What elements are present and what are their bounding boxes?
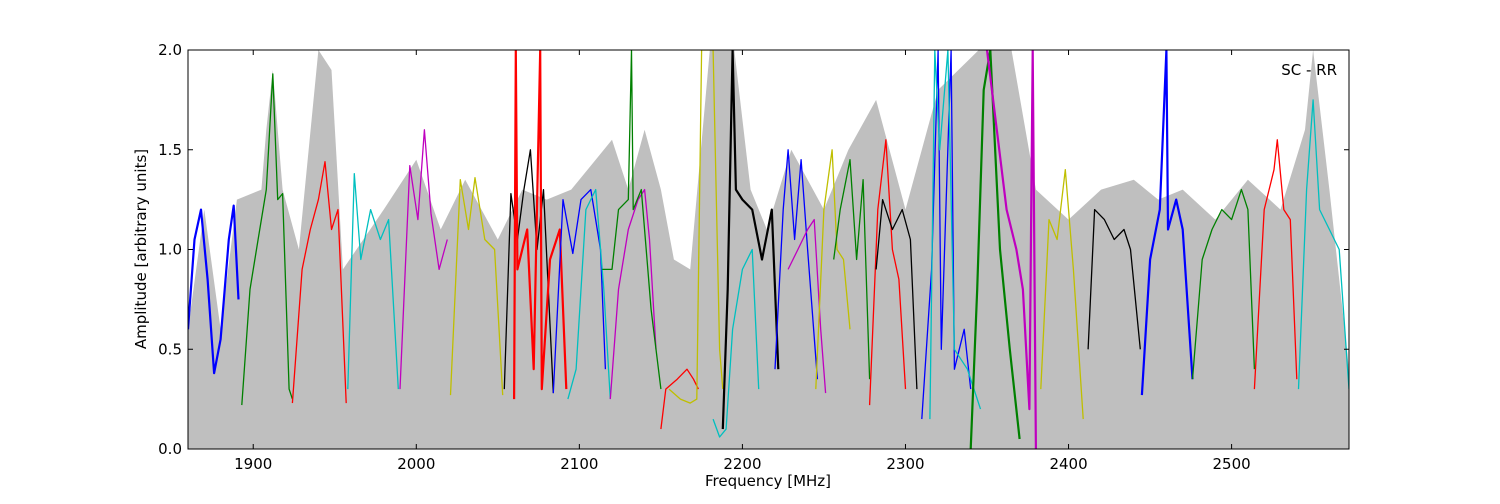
- series-line-12: [602, 50, 662, 390]
- y-tick-label: 2.0: [158, 41, 182, 59]
- series-line-11: [609, 188, 657, 400]
- x-tick-label: 2200: [723, 455, 761, 473]
- series-line-24: [929, 50, 982, 420]
- series-line-8: [513, 50, 568, 400]
- series-line-25: [969, 50, 1021, 449]
- x-tick-label: 2300: [886, 455, 924, 473]
- series-line-22: [875, 198, 918, 390]
- x-tick-label: 1900: [234, 455, 272, 473]
- x-axis-ticks: 1900 2000 2100 2200 2300 2400 2500: [234, 50, 1251, 473]
- series-line-28: [1087, 208, 1141, 350]
- series-line-10: [567, 188, 611, 400]
- series-line-5: [399, 129, 448, 390]
- series-line-27: [1040, 169, 1084, 420]
- x-axis-label: Frequency [MHz]: [705, 472, 831, 490]
- series-line-31: [1253, 139, 1298, 390]
- envelope-layer: [188, 50, 1349, 449]
- y-tick-label: 0.0: [158, 440, 182, 458]
- series-line-4: [347, 173, 399, 390]
- series-line-30: [1191, 188, 1256, 380]
- y-tick-label: 1.5: [158, 141, 182, 159]
- series-line-2: [241, 73, 294, 406]
- series-layer: [188, 50, 1349, 449]
- series-line-19: [815, 149, 851, 390]
- series-line-15: [712, 248, 760, 438]
- y-axis-label: Amplitude [arbitrary units]: [132, 149, 150, 349]
- series-line-26: [985, 50, 1037, 449]
- series-line-16: [721, 50, 780, 430]
- panel-annotation: SC - RR: [1281, 61, 1337, 79]
- y-tick-label: 0.5: [158, 340, 182, 358]
- x-tick-label: 2400: [1049, 455, 1087, 473]
- series-line-7: [503, 149, 554, 394]
- x-tick-label: 2100: [560, 455, 598, 473]
- series-line-13: [660, 368, 699, 430]
- series-line-20: [833, 159, 871, 380]
- y-axis-ticks: 0.0 0.5 1.0 1.5 2.0: [158, 41, 1349, 458]
- series-line-21: [868, 139, 907, 406]
- y-tick-label: 1.0: [158, 241, 182, 259]
- series-line-1: [188, 204, 240, 375]
- series-line-14: [668, 50, 724, 404]
- series-line-29: [1140, 50, 1194, 396]
- series-line-18: [787, 218, 827, 394]
- x-tick-label: 2000: [397, 455, 435, 473]
- x-tick-label: 2500: [1213, 455, 1251, 473]
- series-line-32: [1297, 99, 1349, 390]
- series-line-6: [449, 177, 504, 396]
- series-line-17: [774, 149, 819, 380]
- series-line-3: [291, 161, 347, 404]
- envelope-band: [188, 50, 1349, 449]
